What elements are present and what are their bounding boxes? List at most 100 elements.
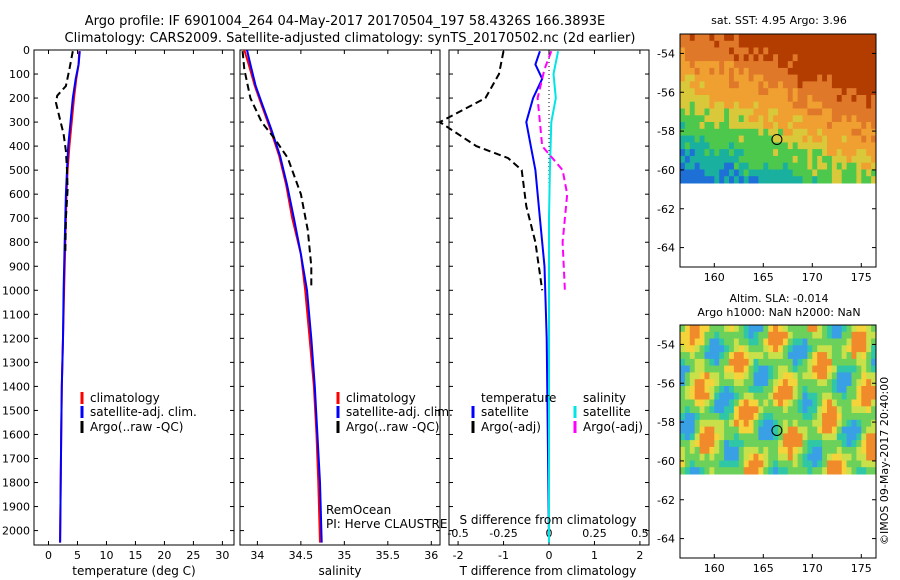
map-cell — [866, 358, 872, 367]
map-cell — [694, 101, 701, 109]
map-cell — [763, 399, 769, 407]
map-cell — [836, 122, 843, 130]
map-cell — [763, 440, 769, 448]
map-cell — [743, 325, 750, 333]
map-cell — [689, 440, 696, 448]
map-cell — [709, 379, 715, 387]
map-cell — [773, 61, 779, 69]
map-cell — [724, 67, 730, 76]
map-cell — [851, 101, 857, 109]
map-cell — [807, 108, 813, 116]
map-cell — [753, 122, 759, 130]
map-cell — [778, 135, 784, 143]
map-cell — [753, 392, 759, 400]
map-cell — [778, 108, 784, 116]
map-cell — [866, 399, 872, 407]
map-cell — [729, 392, 735, 400]
map-cell — [768, 453, 774, 461]
map-cell — [822, 176, 828, 184]
map-cell — [782, 331, 789, 340]
map-cell — [797, 399, 803, 407]
map-cell — [743, 446, 750, 455]
ytick-label: 1000 — [2, 284, 30, 297]
map-cell — [719, 399, 725, 407]
map-cell — [851, 467, 857, 475]
map-cell — [846, 122, 852, 130]
map-cell — [699, 467, 705, 475]
map-cell — [861, 67, 867, 76]
map-cell — [724, 453, 730, 461]
map-cell — [680, 392, 686, 400]
map-cell — [724, 467, 730, 475]
map-cell — [861, 95, 867, 103]
map-cell — [778, 426, 784, 434]
map-cell — [861, 47, 867, 55]
map-cell — [684, 122, 691, 130]
map-cell — [812, 379, 818, 387]
map-cell — [733, 467, 740, 475]
map-cell — [758, 406, 764, 414]
map-cell — [684, 115, 691, 123]
map-cell — [817, 40, 823, 49]
map-cell — [856, 40, 862, 49]
map-cell — [733, 426, 740, 434]
map-cell — [704, 379, 710, 387]
map-cell — [753, 426, 759, 434]
map-cell — [733, 460, 740, 468]
map-cell — [738, 406, 745, 414]
map-cell — [694, 331, 701, 340]
map-cell — [704, 61, 710, 69]
map-cell — [836, 379, 843, 387]
map-cell — [782, 54, 789, 62]
map-cell — [729, 115, 735, 123]
map-cell — [778, 331, 784, 340]
map-cell — [827, 399, 833, 407]
map-cell — [846, 413, 852, 421]
map-cell — [724, 440, 730, 448]
map-cell — [871, 74, 877, 82]
map-cell — [689, 128, 696, 137]
map-cell — [836, 392, 843, 400]
map-cell — [729, 81, 735, 89]
map-cell — [729, 352, 735, 360]
map-cell — [729, 67, 735, 76]
map-cell — [822, 446, 828, 455]
map-cell — [748, 358, 754, 367]
map-cell — [704, 446, 710, 455]
map-cell — [797, 74, 803, 82]
map-cell — [773, 338, 779, 346]
map-cell — [792, 40, 799, 49]
xtick-label: 20 — [157, 549, 171, 562]
map-cell — [822, 95, 828, 103]
map-cell — [680, 467, 686, 475]
map-cell — [831, 108, 838, 116]
map-cell — [836, 406, 843, 414]
map-cell — [733, 135, 740, 143]
map-cell — [748, 169, 754, 177]
map-cell — [704, 88, 710, 96]
map-cell — [812, 61, 818, 69]
map-cell — [684, 47, 691, 55]
map-cell — [851, 61, 857, 69]
map-cell — [812, 331, 818, 340]
map-cell — [817, 54, 823, 62]
map-cell — [733, 331, 740, 340]
map-cell — [856, 101, 862, 109]
map-cell — [787, 338, 794, 346]
map-cell — [827, 54, 833, 62]
map-cell — [768, 426, 774, 434]
map-cell — [856, 433, 862, 441]
map-cell — [802, 345, 808, 353]
map-cell — [851, 413, 857, 421]
map-cell — [807, 406, 813, 414]
map-cell — [704, 176, 710, 184]
map-cell — [773, 365, 779, 373]
map-cell — [748, 331, 754, 340]
map-cell — [689, 95, 696, 103]
map-cell — [851, 419, 857, 428]
map-cell — [802, 365, 808, 373]
map-cell — [758, 135, 764, 143]
map-cell — [773, 155, 779, 164]
map-cell — [724, 108, 730, 116]
map-cell — [812, 128, 818, 137]
